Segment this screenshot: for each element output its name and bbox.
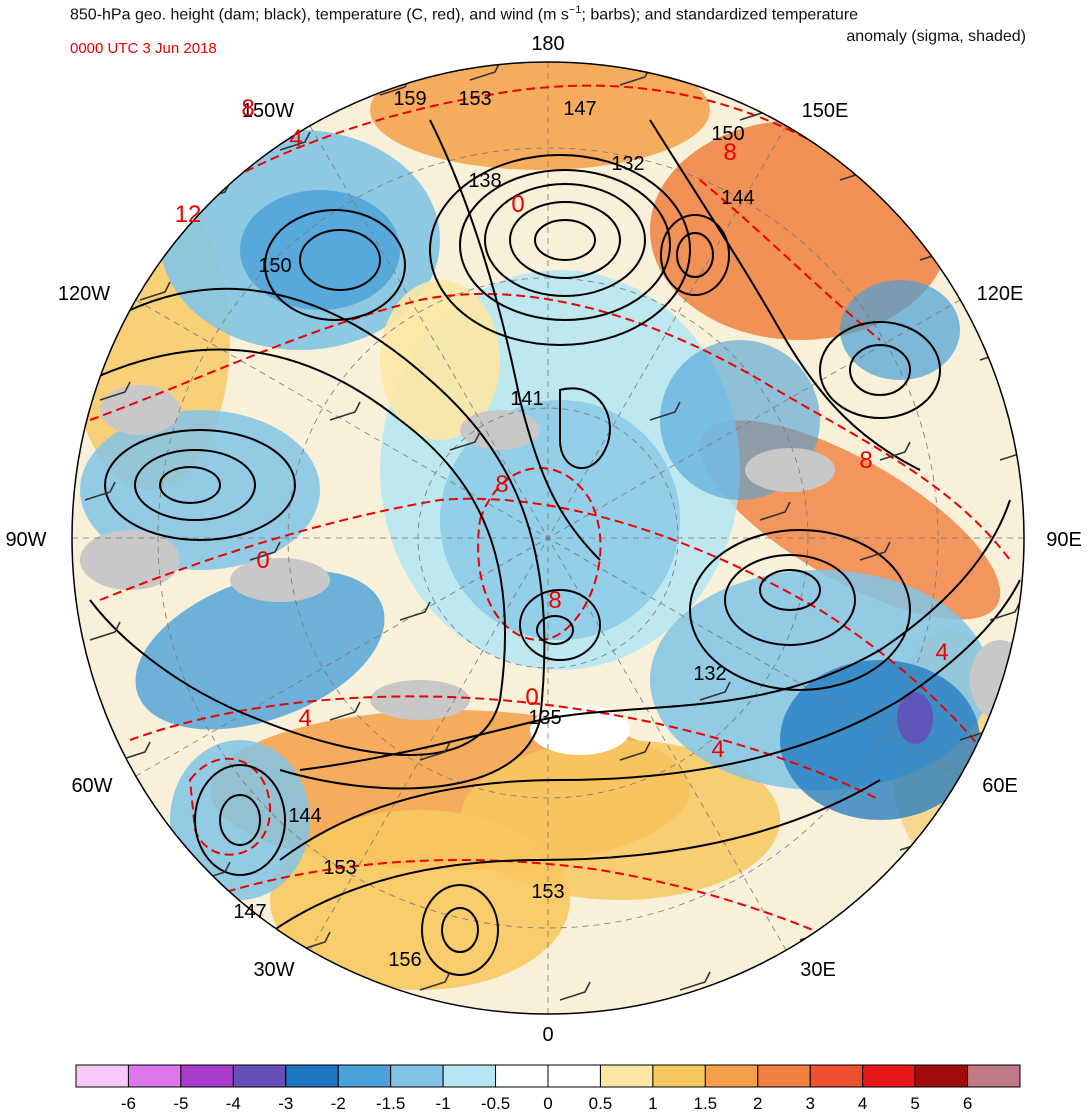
height-label: 159 — [393, 88, 426, 110]
longitude-label-150w: 150W — [242, 100, 294, 122]
colorbar-tick-label: -0.5 — [481, 1094, 510, 1112]
colorbar-swatch — [599, 1064, 654, 1088]
colorbar-swatch — [914, 1064, 969, 1088]
colorbar-swatch — [390, 1064, 444, 1088]
colorbar-tick-label: -1.5 — [376, 1094, 405, 1112]
temperature-label: 8 — [723, 139, 736, 166]
height-label: 153 — [458, 88, 491, 110]
map-title-line2: anomaly (sigma, shaded) — [846, 28, 1026, 45]
colorbar-tick-label: 0 — [543, 1094, 552, 1112]
height-label: 147 — [233, 901, 266, 923]
height-label: 150 — [258, 255, 291, 277]
temperature-label: 0 — [256, 547, 269, 574]
colorbar-swatch — [704, 1064, 759, 1088]
title-text-b: ; barbs); and standardized temperature — [581, 6, 859, 24]
longitude-label-60e: 60E — [982, 775, 1018, 797]
colorbar-tick-label: 1.5 — [694, 1094, 718, 1112]
colorbar-swatch — [75, 1064, 129, 1088]
height-label: 147 — [563, 98, 596, 120]
colorbar-tick-label: -1 — [436, 1094, 451, 1112]
height-contours — [89, 119, 1021, 976]
height-label: 156 — [388, 949, 421, 971]
colorbar-swatch — [652, 1064, 706, 1088]
colorbar-tick-label: -3 — [278, 1094, 293, 1112]
temperature-label: 12 — [175, 201, 202, 228]
colorbar-tick-label: 5 — [910, 1094, 919, 1112]
height-label: 141 — [510, 388, 543, 410]
colorbar-tick-label: 1 — [648, 1094, 657, 1112]
colorbar-tick-label: 6 — [963, 1094, 972, 1112]
longitude-label-180: 180 — [531, 33, 564, 55]
colorbar-tick-label: 0.5 — [589, 1094, 613, 1112]
title-superscript: −1 — [568, 4, 582, 16]
temperature-label: 4 — [935, 639, 948, 666]
map-title: 850-hPa geo. height (dam; black), temper… — [70, 4, 858, 24]
colorbar: -6 -5 -4 -3 -2 -1.5 -1 -0.5 0 0.5 1 1.5 2 3 4 5 6 — [75, 1064, 1021, 1112]
timestamp-label: 0000 UTC 3 Jun 2018 — [70, 40, 217, 57]
longitude-label-150e: 150E — [802, 100, 849, 122]
height-label: 144 — [288, 805, 321, 827]
height-label: 132 — [693, 663, 726, 685]
colorbar-swatch — [547, 1064, 601, 1088]
longitude-label-0: 0 — [542, 1024, 553, 1046]
colorbar-swatch — [232, 1064, 287, 1088]
longitude-label-120w: 120W — [58, 283, 110, 305]
height-label: 153 — [323, 857, 356, 879]
longitude-label-120e: 120E — [977, 283, 1024, 305]
height-label: 144 — [721, 187, 754, 209]
temperature-label: 0 — [525, 684, 538, 711]
temperature-label: 4 — [298, 705, 311, 732]
colorbar-swatch — [285, 1064, 339, 1088]
height-label: 150 — [711, 123, 744, 145]
longitude-label-60w: 60W — [71, 775, 112, 797]
longitude-label-30e: 30E — [800, 959, 836, 981]
temperature-label: 8 — [548, 587, 561, 614]
height-contour-labels: 159 153 147 132 150 144 138 150 141 132 135 144 153 1… — [233, 88, 754, 971]
temperature-label: 0 — [511, 191, 524, 218]
longitude-labels: 180 150E 120E 90E 60E 30E 0 30W 60W 90W 120W 150W — [5, 33, 1081, 1046]
colorbar-swatch — [862, 1064, 916, 1088]
colorbar-tick-label: -6 — [121, 1094, 136, 1112]
colorbar-tick-label: -4 — [226, 1094, 241, 1112]
colorbar-tick-label: 4 — [858, 1094, 867, 1112]
colorbar-swatch — [757, 1064, 811, 1088]
height-label: 138 — [468, 170, 501, 192]
longitude-label-30w: 30W — [253, 959, 294, 981]
temperature-label: 8 — [241, 95, 254, 122]
title-text-a: 850-hPa geo. height (dam; black), temper… — [70, 6, 569, 24]
colorbar-swatch — [337, 1064, 392, 1088]
height-label: 132 — [611, 153, 644, 175]
temperature-label: 4 — [711, 736, 724, 763]
colorbar-swatch — [180, 1064, 234, 1088]
colorbar-tick-label: -5 — [173, 1094, 188, 1112]
longitude-label-90w: 90W — [5, 529, 46, 551]
temperature-label: 8 — [859, 447, 872, 474]
colorbar-swatch — [442, 1064, 497, 1088]
colorbar-swatch — [809, 1064, 864, 1088]
temperature-contour-labels: 8 4 12 0 8 8 8 0 8 4 0 4 4 — [175, 95, 949, 763]
longitude-label-90e: 90E — [1046, 529, 1082, 551]
temperature-label: 4 — [289, 125, 302, 152]
map-boundary — [71, 61, 1025, 1015]
height-label: 153 — [531, 881, 564, 903]
temperature-label: 8 — [495, 471, 508, 498]
colorbar-swatch — [967, 1064, 1021, 1088]
colorbar-swatch — [495, 1064, 549, 1088]
colorbar-tick-label: 3 — [805, 1094, 814, 1112]
height-label: 135 — [528, 707, 561, 729]
colorbar-tick-label: -2 — [331, 1094, 346, 1112]
colorbar-swatch — [127, 1064, 182, 1088]
colorbar-tick-label: 2 — [753, 1094, 762, 1112]
